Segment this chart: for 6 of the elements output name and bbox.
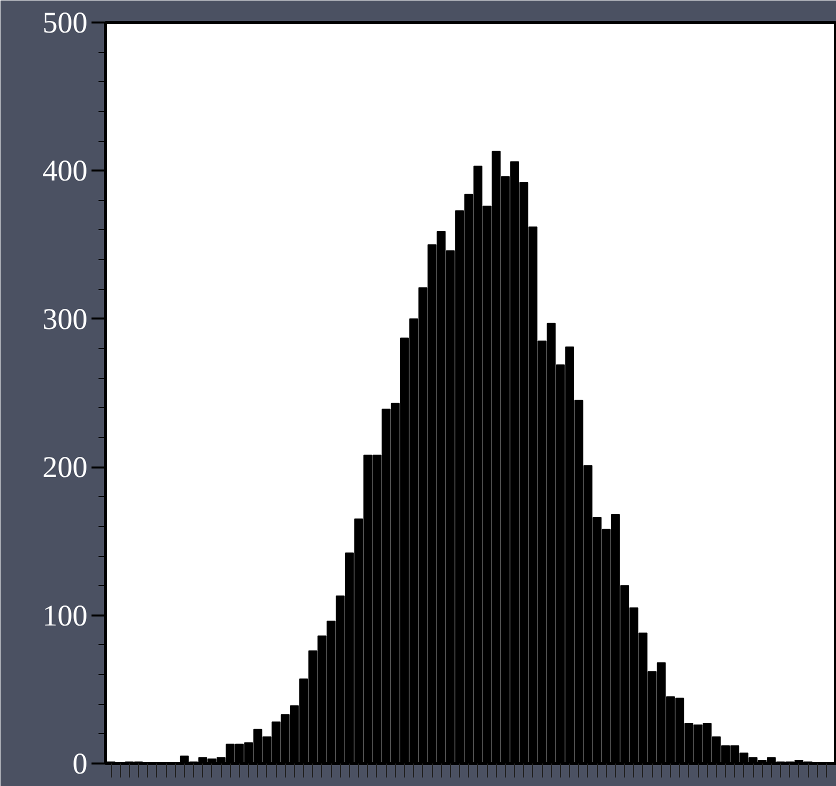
- y-tick-label: 400: [42, 154, 88, 188]
- y-tick-label: 500: [42, 6, 88, 40]
- y-tick-label: 300: [42, 302, 88, 336]
- y-tick-label: 100: [42, 599, 88, 632]
- y-tick-label: 0: [72, 748, 88, 780]
- y-tick-label: 200: [42, 451, 88, 484]
